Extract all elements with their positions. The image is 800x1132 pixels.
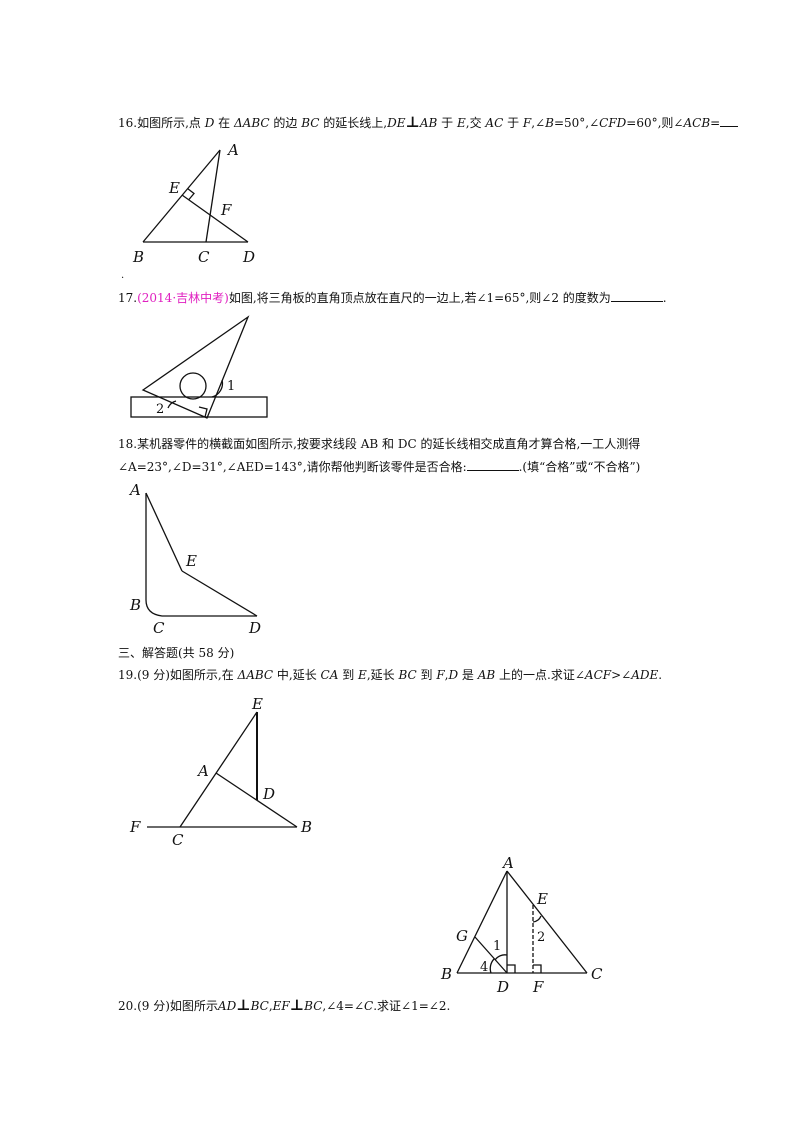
label-g: G <box>456 927 468 945</box>
segment-ac <box>205 149 221 243</box>
label-a: A <box>196 762 209 780</box>
segment-ce <box>179 711 258 828</box>
source-tag[interactable]: (2014·吉林中考) <box>137 291 229 305</box>
label-angle-2: 2 <box>537 930 545 945</box>
label-f: F <box>220 201 232 219</box>
angle-2-arc <box>167 400 177 409</box>
label-d: D <box>242 248 255 266</box>
answer-blank-16[interactable] <box>720 116 739 127</box>
right-angle-mark-d <box>507 964 516 973</box>
segment-ab <box>142 149 221 243</box>
segment-bcd <box>145 599 257 617</box>
label-a: A <box>128 481 141 499</box>
question-19-text: 19.(9 分)如图所示,在 ΔABC 中,延长 CA 到 E,延长 BC 到 … <box>118 668 663 682</box>
label-e: E <box>168 179 180 197</box>
label-a: A <box>501 854 514 872</box>
segment-ac <box>506 870 588 974</box>
angle-4-arc <box>489 958 495 974</box>
angle-1-arc <box>211 379 224 398</box>
label-e: E <box>251 695 263 713</box>
label-angle-2: 2 <box>156 402 164 417</box>
label-angle-4: 4 <box>480 960 488 975</box>
label-d: D <box>262 785 275 803</box>
label-f: F <box>129 818 141 836</box>
triangle-hole <box>179 372 207 400</box>
angle-2-arc <box>532 915 542 923</box>
label-e: E <box>536 890 548 908</box>
answer-blank-18[interactable] <box>466 460 519 471</box>
question-20-text: 20.(9 分)如图所示AD⊥BC,EF⊥BC,∠4=∠C.求证∠1=∠2. <box>118 996 451 1014</box>
segment-gd <box>474 936 508 974</box>
segment-ed <box>181 194 249 243</box>
label-a: A <box>226 141 239 159</box>
label-d: D <box>248 619 261 637</box>
label-e: E <box>185 552 197 570</box>
question-16-text: 16.如图所示,点 D 在 ΔABC 的边 BC 的延长线上,DE⊥AB 于 E… <box>118 114 739 131</box>
label-angle-1: 1 <box>227 379 235 394</box>
segment-ab <box>456 870 508 974</box>
answer-blank-17[interactable] <box>610 291 663 302</box>
label-b: B <box>300 818 312 836</box>
label-b: B <box>129 596 141 614</box>
label-c: C <box>172 831 184 849</box>
label-c: C <box>591 965 603 983</box>
segment-ae <box>145 492 183 572</box>
label-f: F <box>532 978 544 996</box>
segment-ed <box>181 570 258 617</box>
section-heading: 三、解答题(共 58 分) <box>118 646 235 660</box>
question-17-text: 17.(2014·吉林中考)如图,将三角板的直角顶点放在直尺的一边上,若∠1=6… <box>118 291 667 305</box>
right-angle-mark <box>198 406 208 418</box>
label-c: C <box>153 619 165 637</box>
label-angle-1: 1 <box>493 939 501 954</box>
question-18-line2: ∠A=23°,∠D=31°,∠AED=143°,请你帮他判断该零件是否合格: .(… <box>118 460 641 474</box>
label-d: D <box>496 978 509 996</box>
right-angle-mark-f <box>533 964 542 973</box>
question-18-line1: 18.某机器零件的横截面如图所示,按要求线段 AB 和 DC 的延长线相交成直角… <box>118 437 641 451</box>
label-b: B <box>440 965 452 983</box>
right-angle-mark-e <box>187 187 195 201</box>
label-c: C <box>198 248 210 266</box>
angle-1-arc <box>494 954 508 961</box>
label-b: B <box>132 248 144 266</box>
stray-dot: . <box>121 270 125 281</box>
triangle-ruler <box>141 315 250 419</box>
